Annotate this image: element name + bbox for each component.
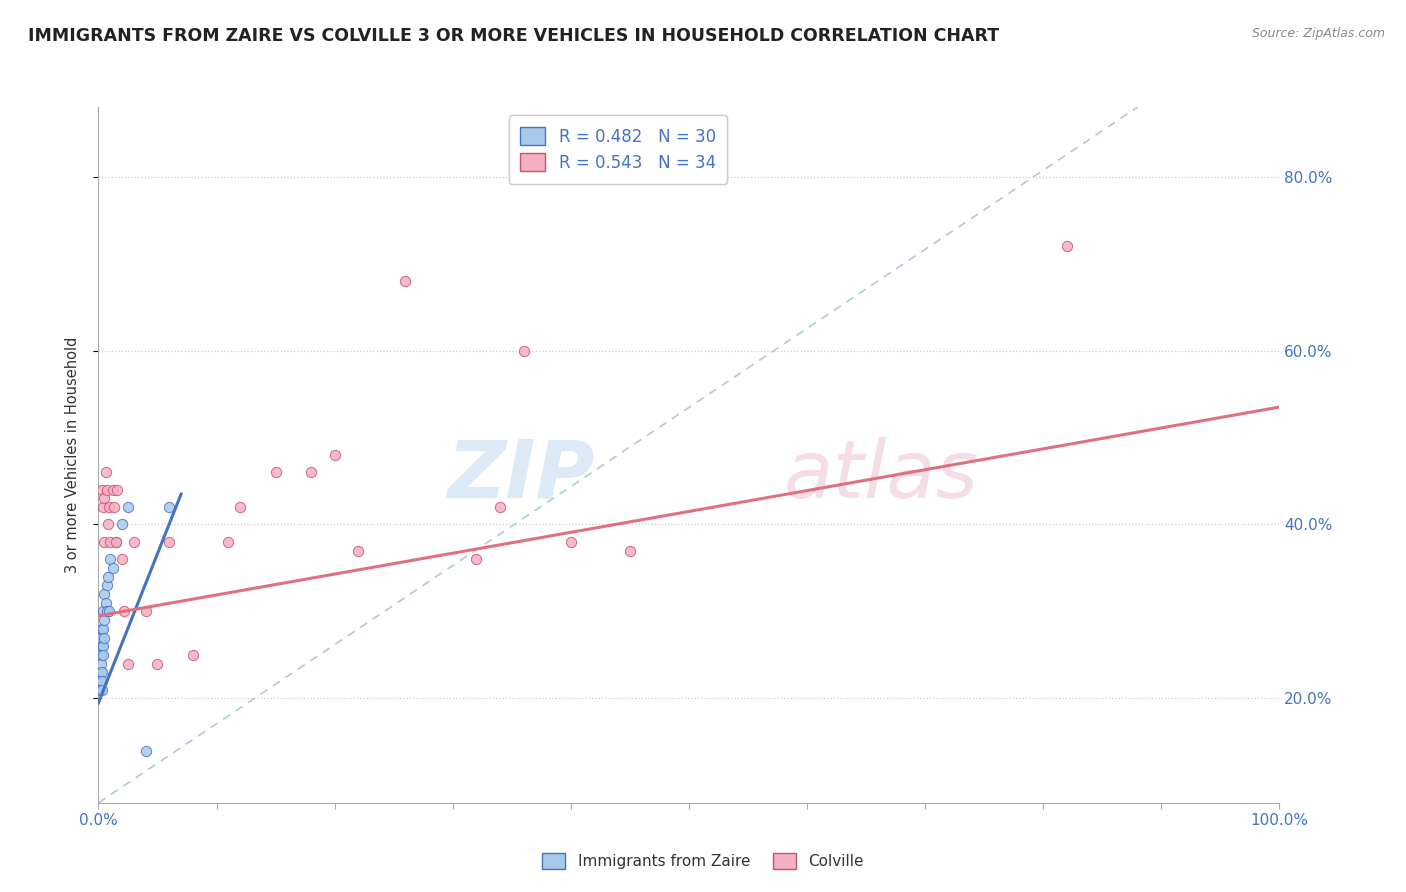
Point — [93, 534, 115, 549]
Point — [93, 491, 115, 506]
Text: atlas: atlas — [783, 437, 979, 515]
Point — [323, 448, 346, 462]
Point — [93, 631, 115, 645]
Point — [98, 605, 121, 619]
Point — [135, 744, 157, 758]
Point — [117, 657, 139, 671]
Point — [217, 534, 239, 549]
Point — [89, 674, 111, 689]
Point — [1056, 239, 1078, 253]
Point — [394, 274, 416, 288]
Point — [91, 622, 114, 636]
Point — [101, 483, 124, 497]
Point — [181, 648, 204, 662]
Point — [90, 665, 112, 680]
Text: Source: ZipAtlas.com: Source: ZipAtlas.com — [1251, 27, 1385, 40]
Point — [91, 674, 114, 689]
Point — [264, 466, 287, 480]
Point — [105, 534, 128, 549]
Point — [90, 648, 112, 662]
Point — [135, 605, 157, 619]
Point — [112, 605, 135, 619]
Point — [157, 500, 180, 514]
Point — [489, 500, 512, 514]
Point — [101, 561, 124, 575]
Legend: Immigrants from Zaire, Colville: Immigrants from Zaire, Colville — [536, 847, 870, 875]
Point — [229, 500, 252, 514]
Text: IMMIGRANTS FROM ZAIRE VS COLVILLE 3 OR MORE VEHICLES IN HOUSEHOLD CORRELATION CH: IMMIGRANTS FROM ZAIRE VS COLVILLE 3 OR M… — [28, 27, 1000, 45]
Point — [117, 500, 139, 514]
Point — [111, 517, 134, 532]
Point — [96, 483, 118, 497]
Point — [512, 343, 534, 358]
Point — [90, 631, 112, 645]
Point — [97, 517, 120, 532]
Point — [91, 648, 114, 662]
Point — [93, 587, 115, 601]
Point — [465, 552, 488, 566]
Point — [105, 534, 128, 549]
Point — [98, 552, 121, 566]
Y-axis label: 3 or more Vehicles in Household: 3 or more Vehicles in Household — [65, 337, 80, 573]
Point — [111, 552, 134, 566]
Point — [96, 605, 118, 619]
Point — [91, 639, 114, 653]
Point — [299, 466, 322, 480]
Point — [105, 483, 128, 497]
Point — [89, 682, 111, 697]
Point — [93, 613, 115, 627]
Point — [91, 500, 114, 514]
Point — [619, 543, 641, 558]
Point — [91, 682, 114, 697]
Point — [91, 622, 114, 636]
Legend: R = 0.482   N = 30, R = 0.543   N = 34: R = 0.482 N = 30, R = 0.543 N = 34 — [509, 115, 727, 184]
Point — [146, 657, 169, 671]
Point — [94, 596, 117, 610]
Point — [98, 534, 121, 549]
Point — [90, 657, 112, 671]
Point — [94, 466, 117, 480]
Point — [91, 605, 114, 619]
Point — [122, 534, 145, 549]
Point — [91, 639, 114, 653]
Point — [98, 500, 121, 514]
Point — [347, 543, 370, 558]
Point — [97, 570, 120, 584]
Point — [91, 483, 114, 497]
Point — [560, 534, 582, 549]
Text: ZIP: ZIP — [447, 437, 595, 515]
Point — [91, 665, 114, 680]
Point — [96, 578, 118, 592]
Point — [103, 500, 125, 514]
Point — [157, 534, 180, 549]
